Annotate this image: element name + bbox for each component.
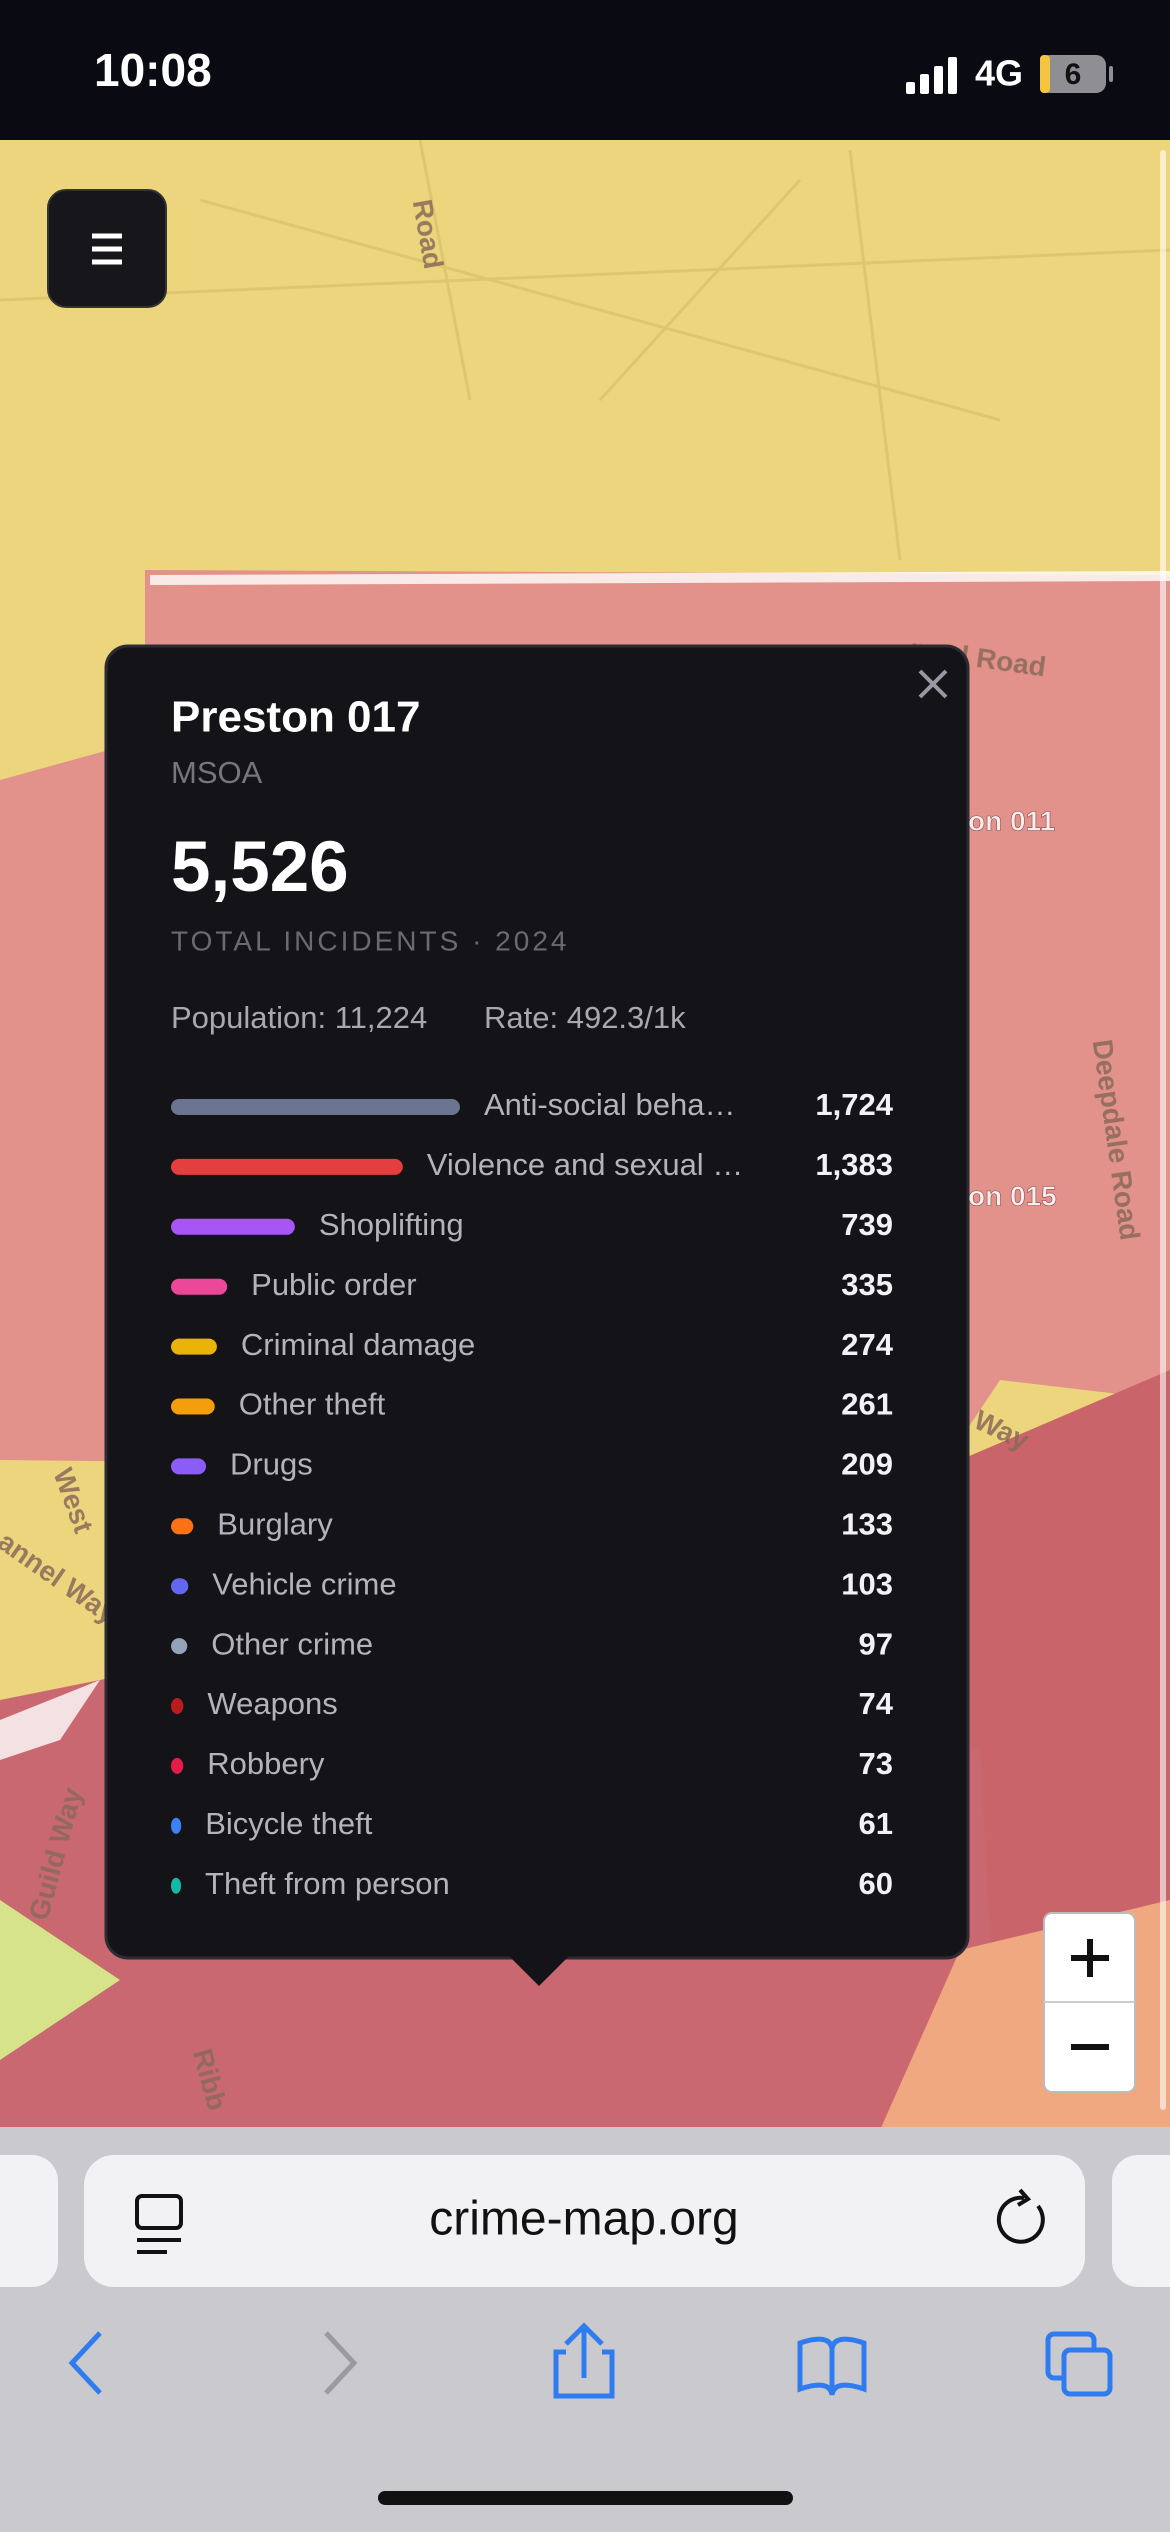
menu-button[interactable] [47, 189, 167, 308]
bar [171, 1638, 188, 1655]
population: Population: 11,224 [171, 1000, 427, 1035]
signal [906, 57, 957, 94]
category-value: 739 [841, 1207, 893, 1242]
close-button[interactable] [918, 669, 948, 699]
category-value: 209 [841, 1447, 893, 1482]
map-label: on 015 [968, 1180, 1057, 1211]
bookmarks-button[interactable] [797, 2336, 867, 2396]
zoom-control [1043, 1912, 1136, 2093]
category-label: Vehicle crime [212, 1566, 396, 1601]
category-value: 1,724 [815, 1087, 893, 1122]
popup-subtitle: MSOA [171, 755, 263, 790]
total-label: TOTAL INCIDENTS · 2024 [171, 925, 569, 956]
status-bar: 10:08 4G 6 [0, 0, 1170, 140]
bar [171, 1578, 189, 1595]
battery [1040, 55, 1106, 93]
home-indicator [378, 2491, 793, 2505]
category-label: Theft from person [205, 1866, 450, 1901]
bar [171, 1698, 184, 1714]
category-value: 261 [841, 1387, 893, 1422]
rate: Rate: 492.3/1k [484, 1000, 686, 1035]
url-field[interactable] [84, 2155, 1085, 2287]
category-value: 274 [841, 1327, 893, 1362]
category-value: 133 [841, 1506, 893, 1541]
bar [171, 1757, 184, 1774]
bar [171, 1458, 207, 1475]
reload-button[interactable] [996, 2195, 1045, 2244]
popup-title: Preston 017 [171, 693, 420, 742]
bar [171, 1518, 194, 1535]
category-label: Drugs [230, 1447, 313, 1482]
category-value: 73 [859, 1746, 893, 1781]
category-label: Criminal damage [241, 1327, 475, 1362]
category-label: Burglary [217, 1506, 333, 1541]
category-label: Violence and sexual … [427, 1147, 744, 1182]
category-label: Other crime [211, 1626, 373, 1661]
category-value: 97 [859, 1626, 893, 1661]
category-label: Other theft [239, 1387, 386, 1422]
zoom-in[interactable] [1071, 1939, 1109, 1977]
category-label: Anti-social beha… [484, 1087, 736, 1122]
share-button[interactable] [553, 2322, 615, 2399]
back-button[interactable] [68, 2331, 102, 2395]
time: 10:08 [94, 44, 212, 96]
bar [171, 1398, 215, 1415]
battery-level: 6 [1065, 58, 1082, 91]
browser-bar: crime-map.org [0, 2127, 1170, 2532]
popup: Preston 017 MSOA 5,526 TOTAL INCIDENTS ·… [104, 644, 970, 1986]
bar [171, 1817, 182, 1834]
total: 5,526 [171, 828, 349, 907]
category-value: 1,383 [815, 1147, 893, 1182]
category-value: 61 [859, 1806, 893, 1841]
bar [171, 1278, 228, 1295]
category-value: 74 [859, 1686, 894, 1721]
bar [171, 1218, 295, 1235]
map-label: on 011 [968, 805, 1055, 836]
category-label: Public order [251, 1267, 416, 1302]
bar [171, 1877, 182, 1894]
url: crime-map.org [429, 2193, 738, 2246]
category-label: Weapons [207, 1686, 337, 1721]
category-value: 335 [841, 1267, 893, 1302]
forward-button[interactable] [324, 2331, 358, 2395]
network: 4G [975, 53, 1023, 94]
category-value: 60 [859, 1866, 893, 1901]
bar [171, 1158, 403, 1175]
category-label: Shoplifting [319, 1207, 464, 1242]
category-value: 103 [841, 1566, 893, 1601]
bar [171, 1338, 217, 1355]
category-label: Robbery [207, 1746, 325, 1781]
category-label: Bicycle theft [205, 1806, 373, 1841]
bar [171, 1099, 460, 1115]
